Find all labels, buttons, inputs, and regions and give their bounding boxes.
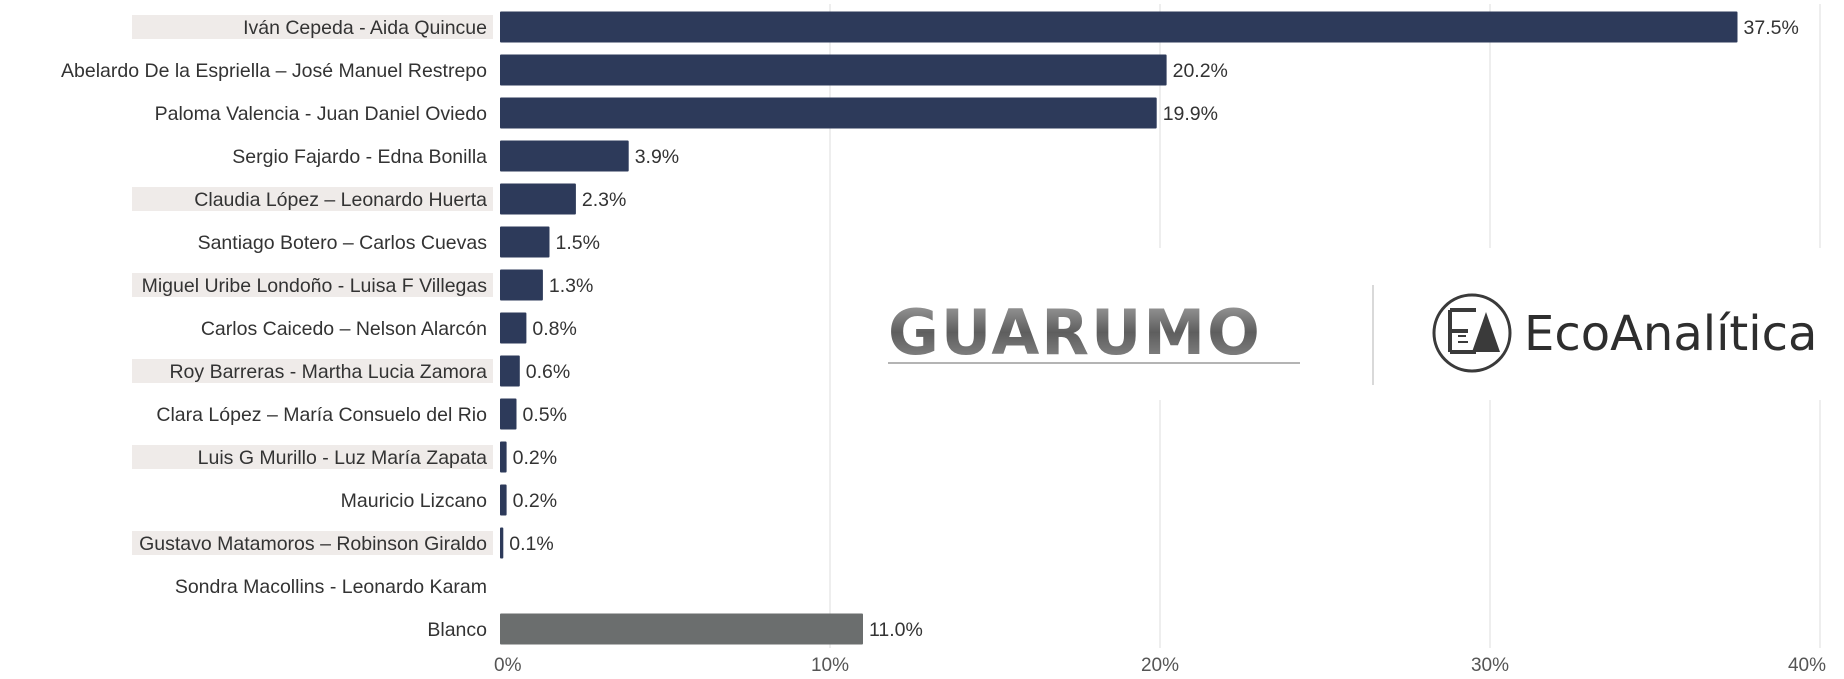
bar [500,140,629,172]
bar [500,54,1167,86]
bar [500,484,507,516]
value-labels-layer: 37.5% 20.2% 19.9% 3.9% 2.3% 1.5% 1.3% 0.8% 0.6% 0… [509,17,1798,641]
category-label: Miguel Uribe Londoño - Luisa F Villegas [142,275,488,297]
bar [500,183,576,215]
value-label: 1.3% [549,275,593,297]
x-tick-label: 30% [1471,655,1509,674]
category-label: Sergio Fajardo - Edna Bonilla [232,146,487,168]
bar [500,398,517,430]
value-label: 0.1% [509,533,553,555]
category-label: Claudia López – Leonardo Huerta [194,189,487,211]
value-label: 11.0% [869,619,923,641]
x-axis-ticks-layer: 0% 10% 20% 30% 40% [494,655,1826,676]
category-label: Gustavo Matamoros – Robinson Giraldo [139,533,487,555]
category-label-highlight [132,531,493,555]
bar [500,441,507,473]
bar [500,527,504,559]
category-label: Sondra Macollins - Leonardo Karam [175,576,487,598]
category-label: Blanco [427,619,487,641]
x-tick-label: 0% [494,655,522,674]
logo-background [840,248,1840,400]
category-label-highlight [132,445,493,469]
category-label: Abelardo De la Espriella – José Manuel R… [61,60,487,82]
category-labels-layer: Iván Cepeda - Aida Quincue Abelardo De la… [61,15,493,641]
category-label: Carlos Caicedo – Nelson Alarcón [201,318,487,340]
ecoanalitica-logo-text: EcoAnalítica [1524,306,1817,362]
bar [500,613,863,645]
bar [500,269,543,301]
value-label: 1.5% [556,232,600,254]
category-label-highlight [132,187,493,211]
category-label: Mauricio Lizcano [341,490,487,512]
category-label-highlight [132,359,493,383]
bar [500,312,527,344]
bar [500,11,1738,43]
bars-layer [500,11,1738,645]
logo-watermark: GUARUMO EcoAnalítica [840,248,1840,400]
guarumo-logo: GUARUMO [888,296,1300,369]
bar [500,97,1157,129]
value-label: 0.2% [513,490,557,512]
value-label: 0.6% [526,361,570,383]
value-label: 19.9% [1163,103,1218,125]
value-label: 0.2% [513,447,557,469]
x-tick-label: 10% [811,655,849,674]
ecoanalitica-emblem-icon [1432,293,1512,373]
x-tick-label: 40% [1788,655,1826,674]
ecoanalitica-logo: EcoAnalítica [1432,293,1817,373]
value-label: 0.8% [532,318,576,340]
x-tick-label: 20% [1141,655,1179,674]
category-label: Roy Barreras - Martha Lucia Zamora [169,361,487,383]
category-label: Santiago Botero – Carlos Cuevas [198,232,488,254]
value-label: 2.3% [582,189,626,211]
category-label: Iván Cepeda - Aida Quincue [243,17,487,39]
bar [500,226,550,258]
guarumo-logo-text: GUARUMO [888,296,1262,369]
category-label: Clara López – María Consuelo del Rio [156,404,487,426]
value-label: 20.2% [1173,60,1228,82]
value-label: 37.5% [1744,17,1799,39]
category-label: Paloma Valencia - Juan Daniel Oviedo [155,103,488,125]
value-label: 3.9% [635,146,679,168]
category-label-highlight [132,15,493,39]
bar [500,355,520,387]
value-label: 0.5% [523,404,567,426]
category-label: Luis G Murillo - Luz María Zapata [198,447,488,469]
category-label-highlight [132,273,493,297]
